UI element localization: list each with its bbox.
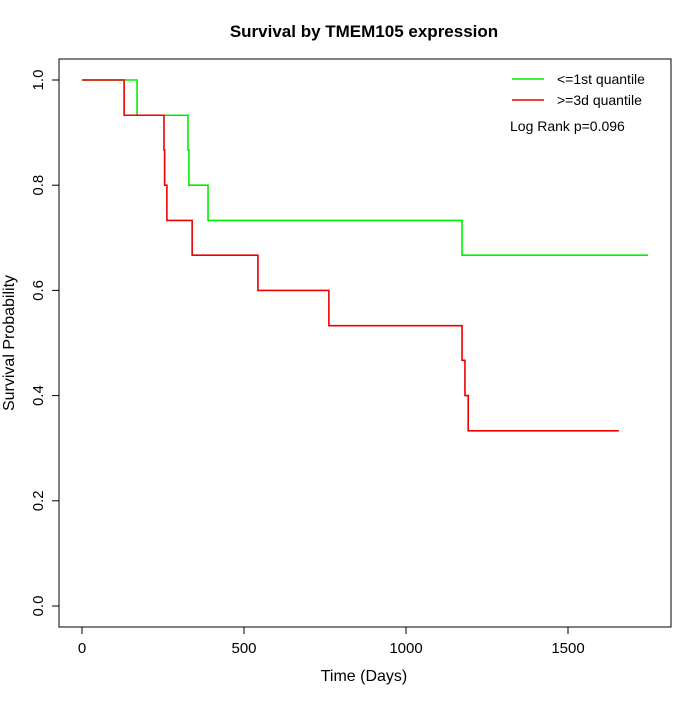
x-tick-label: 0 <box>78 640 86 657</box>
x-tick-label: 500 <box>231 640 256 657</box>
legend-label-low: <=1st quantile <box>557 71 645 87</box>
chart-title: Survival by TMEM105 expression <box>230 22 498 41</box>
y-tick-label: 1.0 <box>30 70 47 91</box>
y-tick-label: 0.2 <box>30 490 47 511</box>
x-axis-label: Time (Days) <box>321 668 408 685</box>
x-tick-label: 1500 <box>551 640 584 657</box>
y-tick-label: 0.6 <box>30 280 47 301</box>
x-tick-label: 1000 <box>389 640 422 657</box>
plot-frame <box>58 58 672 628</box>
survival-curve-high <box>82 79 619 432</box>
y-tick-label: 0.8 <box>30 175 47 196</box>
y-tick-label: 0.4 <box>30 385 47 406</box>
legend: <=1st quantile >=3d quantile Log Rank p=… <box>510 71 645 134</box>
y-tick-label: 0.0 <box>30 596 47 617</box>
legend-label-high: >=3d quantile <box>557 92 642 108</box>
survival-curve-low <box>82 79 649 256</box>
logrank-annotation: Log Rank p=0.096 <box>510 118 625 134</box>
y-axis-label: Survival Probability <box>1 275 18 411</box>
